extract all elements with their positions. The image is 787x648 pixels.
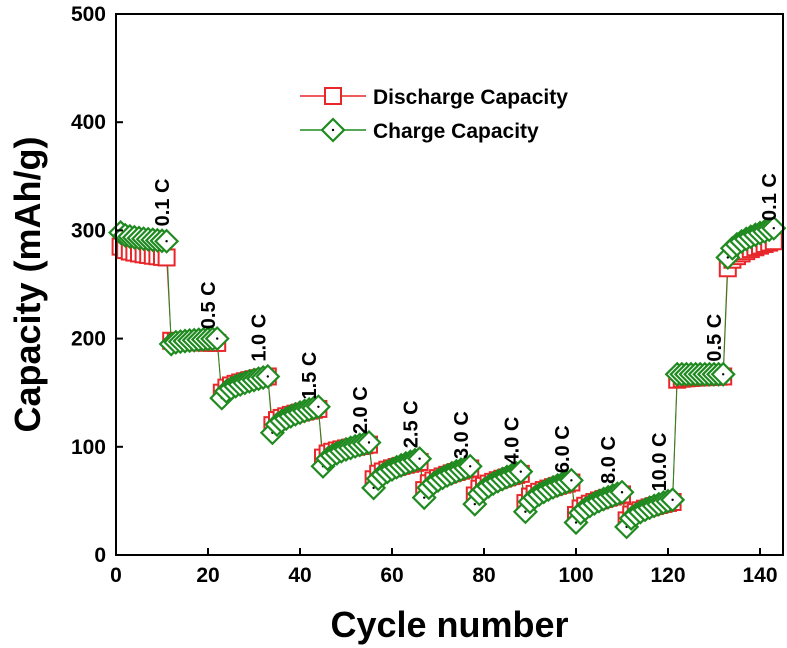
charge-point-center [165, 240, 168, 243]
rate-label: 2.5 C [400, 400, 422, 448]
charge-point-center [216, 337, 219, 340]
y-tick-label: 500 [71, 3, 106, 26]
y-tick-label: 100 [71, 436, 106, 459]
rate-label: 4.0 C [502, 417, 524, 465]
rate-label: 0.1 C [152, 179, 174, 227]
charge-point-center [574, 521, 578, 524]
x-tick-label: 80 [472, 564, 495, 587]
series-layer [108, 215, 787, 540]
x-tick-label: 60 [380, 564, 403, 587]
plot-frame [115, 13, 784, 556]
rate-label: 8.0 C [598, 436, 620, 484]
legend: Discharge Capacity Charge Capacity [300, 86, 568, 143]
charge-point-center [367, 441, 371, 444]
charge-point-center [317, 405, 320, 408]
charge-point-center [726, 256, 729, 259]
y-tick-label: 200 [71, 328, 106, 351]
charge-point-center [524, 510, 527, 513]
charge-point-center [772, 227, 775, 230]
rate-label: 10.0 C [649, 433, 671, 492]
x-tick-label: 120 [650, 564, 685, 587]
x-tick-label: 100 [558, 564, 593, 587]
charge-point-center [473, 502, 476, 506]
rate-label: 2.0 C [350, 386, 372, 434]
charge-point-center [266, 375, 269, 378]
charge-point-center [671, 498, 674, 502]
rate-label: 0.1 C [759, 173, 781, 221]
rate-label: 0.5 C [704, 314, 726, 362]
rate-label: 6.0 C [552, 425, 574, 473]
charge-point-center [620, 491, 624, 494]
y-tick-label: 0 [94, 544, 106, 567]
rate-labels: 0.1 C 0.5 C 1.0 C 1.5 C 2.0 C 2.5 C 3.0 C 4.0 C… [152, 173, 781, 491]
charge-point-center [372, 486, 375, 490]
y-axis-title: Capacity (mAh/g) [7, 136, 48, 432]
legend-discharge-label: Discharge Capacity [373, 86, 568, 109]
legend-discharge-marker [324, 87, 342, 105]
x-tick-label: 0 [110, 564, 122, 587]
charge-point-center [722, 373, 725, 376]
x-tick-label: 20 [196, 564, 219, 587]
rate-label: 1.5 C [299, 352, 321, 400]
legend-charge-marker-center [331, 128, 335, 132]
x-axis-title: Cycle number [330, 604, 568, 645]
y-tick-label: 400 [71, 111, 106, 134]
x-tick-label: 40 [288, 564, 311, 587]
charge-point-center [469, 465, 472, 468]
x-tick-label: 140 [742, 564, 777, 587]
charge-point-center [418, 457, 421, 460]
charge-point-center [423, 496, 426, 499]
legend-charge-label: Charge Capacity [373, 120, 539, 143]
axis-ticks: 0 20 40 60 80 100 120 140 0 100 200 300 400 500 [71, 3, 778, 587]
charge-point-center [519, 470, 522, 473]
rate-label: 3.0 C [451, 411, 473, 459]
rate-label: 1.0 C [249, 314, 271, 362]
y-tick-label: 300 [71, 219, 106, 242]
rate-label: 0.5 C [198, 281, 220, 329]
charge-point-center [570, 479, 573, 482]
